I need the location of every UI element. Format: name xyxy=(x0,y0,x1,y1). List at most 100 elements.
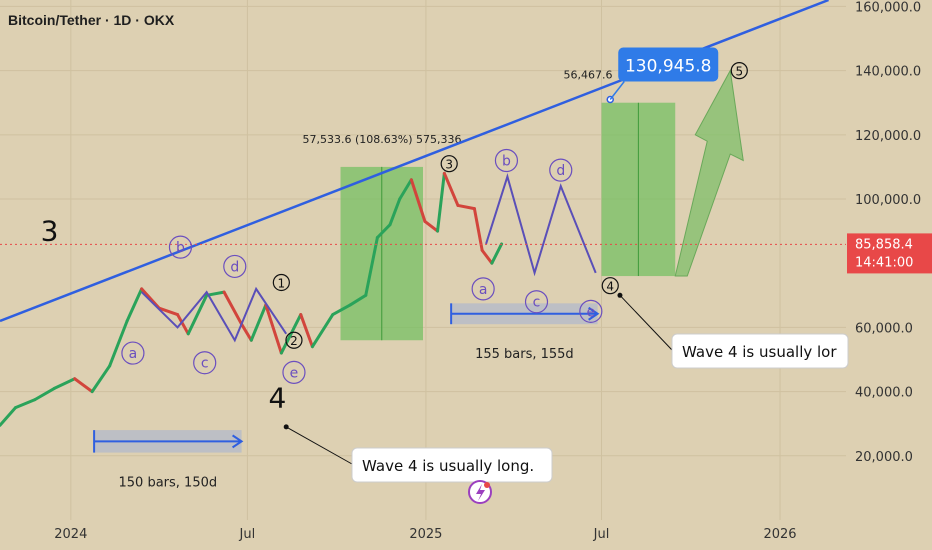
wave-label-5: 5 xyxy=(735,65,743,79)
price-segment xyxy=(222,290,244,326)
price-segment xyxy=(398,178,413,201)
price-segment xyxy=(472,207,484,252)
note-text: Wave 4 is usually long. xyxy=(362,457,534,475)
price-segment xyxy=(480,248,494,265)
price-segment xyxy=(108,319,129,368)
wave-label-b: b xyxy=(176,240,185,256)
y-tick-label: 160,000.0 xyxy=(855,0,921,15)
y-tick-label: 60,000.0 xyxy=(855,321,913,336)
x-tick-label: 2025 xyxy=(409,527,442,542)
wave-label-circle xyxy=(601,277,619,295)
date-range-label: 150 bars, 150d xyxy=(119,476,218,491)
price-segment xyxy=(423,219,440,233)
price-segment xyxy=(157,306,180,317)
wave-label-circle xyxy=(285,331,303,349)
projection-arrow xyxy=(674,69,744,277)
wave-label-3: 3 xyxy=(445,158,453,172)
big-wave-label: 4 xyxy=(269,382,287,415)
wave-label-e: e xyxy=(587,304,596,320)
price-segment xyxy=(140,287,161,310)
wave-label-circle xyxy=(524,290,549,314)
wave-label-c: c xyxy=(533,295,541,311)
note-text: Wave 4 is usually lor xyxy=(682,343,837,361)
y-tick-label: 40,000.0 xyxy=(855,386,913,401)
price-segment xyxy=(364,236,379,297)
x-tick-label: Jul xyxy=(593,527,610,542)
notification-dot xyxy=(484,482,490,488)
price-segment xyxy=(490,242,504,265)
measure-range-label: 57,533.6 (108.63%) 575,336 xyxy=(303,133,462,146)
price-segment xyxy=(436,171,446,233)
current-price-label: 85,858.4 xyxy=(855,237,913,252)
price-segment xyxy=(90,364,112,394)
wave-label-circle xyxy=(494,148,519,173)
wave-label-circle xyxy=(282,360,306,384)
wave-label-circle xyxy=(223,254,247,279)
wave-label-a: a xyxy=(479,282,488,298)
wave-label-circle xyxy=(471,277,495,301)
wave-label-a: a xyxy=(129,346,138,362)
price-segment xyxy=(14,398,37,410)
target-callout-value: 130,945.8 xyxy=(625,57,712,77)
y-tick-label: 100,000.0 xyxy=(855,193,921,208)
lightning-icon-glyph xyxy=(476,484,485,501)
x-tick-label: 2026 xyxy=(763,527,796,542)
target-callout-box xyxy=(618,47,719,82)
price-segment xyxy=(388,197,402,227)
price-segment xyxy=(186,293,209,336)
price-segment xyxy=(240,322,253,342)
price-segment xyxy=(176,313,190,336)
current-price-time: 14:41:00 xyxy=(855,255,913,270)
wave-label-circle xyxy=(730,62,748,80)
x-tick-label: Jul xyxy=(239,527,256,542)
wave-label-circle xyxy=(168,235,193,259)
wave-label-b: b xyxy=(502,153,511,169)
price-segment xyxy=(299,313,314,349)
price-segment xyxy=(0,406,18,427)
price-segment xyxy=(310,313,335,349)
wave-label-d: d xyxy=(556,163,565,179)
target-callout-pointer xyxy=(609,81,625,100)
price-segment xyxy=(279,313,303,355)
price-segment xyxy=(73,377,94,394)
note-box xyxy=(351,447,553,483)
big-wave-label: 3 xyxy=(41,215,59,248)
price-segment xyxy=(331,303,352,317)
symbol-title: Bitcoin/Tether · 1D · OKX xyxy=(8,12,175,28)
price-segment xyxy=(348,293,368,307)
note-leader xyxy=(285,426,353,465)
price-segment xyxy=(249,303,268,342)
wave-label-circle xyxy=(272,273,290,292)
date-range-arrowhead xyxy=(588,306,600,321)
wave-label-2: 2 xyxy=(290,334,298,348)
x-tick-label: 2024 xyxy=(54,527,87,542)
wave-label-circle xyxy=(549,158,573,182)
price-segment xyxy=(409,178,427,223)
price-segment xyxy=(442,171,460,207)
date-range-arrowhead xyxy=(232,434,244,449)
price-segment xyxy=(264,303,283,355)
wave-label-4: 4 xyxy=(606,280,614,294)
price-segment xyxy=(456,203,476,211)
wave-label-c: c xyxy=(201,356,209,372)
wave-label-e: e xyxy=(290,365,299,381)
wave-label-circle xyxy=(440,155,458,173)
y-tick-label: 20,000.0 xyxy=(855,450,913,465)
note-leader xyxy=(619,294,673,351)
wave-label-circle xyxy=(579,299,603,323)
price-segment xyxy=(205,290,226,297)
measure-range-label: 56,467.6 xyxy=(564,69,613,82)
current-price-badge xyxy=(847,233,932,274)
price-segment xyxy=(52,377,77,390)
wave-label-d: d xyxy=(230,259,239,275)
y-tick-label: 140,000.0 xyxy=(855,65,921,80)
y-tick-label: 120,000.0 xyxy=(855,129,921,144)
wave-label-circle xyxy=(193,351,217,375)
pattern-zigzag xyxy=(140,286,288,343)
price-segment xyxy=(33,386,56,402)
projection-zigzag xyxy=(485,173,597,277)
wave-label-1: 1 xyxy=(278,276,286,290)
wave-label-circle xyxy=(121,341,145,365)
